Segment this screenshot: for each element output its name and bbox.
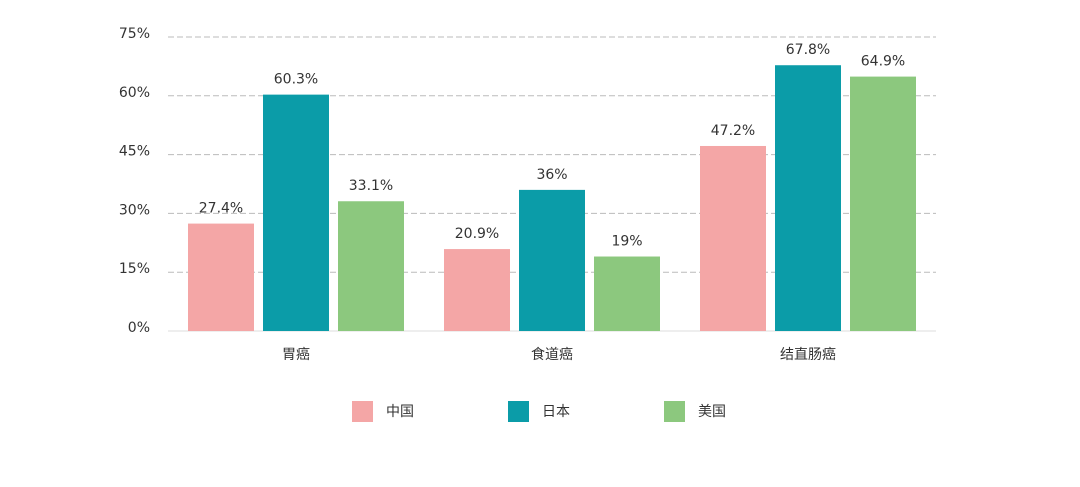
y-tick-label: 75%	[119, 26, 150, 42]
bar	[263, 94, 329, 332]
value-label: 33.1%	[349, 178, 393, 194]
bar	[850, 76, 916, 331]
value-label: 36%	[536, 167, 567, 183]
legend-label: 中国	[386, 404, 414, 420]
y-tick-label: 60%	[119, 85, 150, 101]
x-tick-label: 胃癌	[282, 347, 310, 363]
y-tick-label: 0%	[128, 320, 150, 336]
value-label: 20.9%	[455, 226, 499, 242]
bar	[775, 65, 841, 331]
bar	[444, 249, 510, 331]
y-tick-label: 15%	[119, 261, 150, 277]
x-tick-label: 食道癌	[531, 346, 573, 363]
y-tick-label: 30%	[119, 202, 150, 218]
value-label: 27.4%	[199, 201, 243, 217]
legend-swatch	[352, 401, 373, 422]
value-label: 47.2%	[711, 123, 755, 139]
value-label: 19%	[611, 234, 642, 250]
bar	[700, 145, 766, 331]
value-label: 67.8%	[786, 42, 830, 58]
value-label: 60.3%	[274, 72, 318, 88]
y-tick-label: 45%	[119, 144, 150, 160]
legend-swatch	[508, 401, 529, 422]
x-tick-label: 结直肠癌	[780, 346, 836, 363]
legend-label: 日本	[542, 404, 570, 420]
bar	[188, 223, 254, 331]
bar	[594, 256, 660, 331]
legend-label: 美国	[698, 404, 726, 420]
bar	[519, 189, 585, 331]
bar	[338, 201, 404, 331]
value-label: 64.9%	[861, 54, 905, 70]
legend-swatch	[664, 401, 685, 422]
